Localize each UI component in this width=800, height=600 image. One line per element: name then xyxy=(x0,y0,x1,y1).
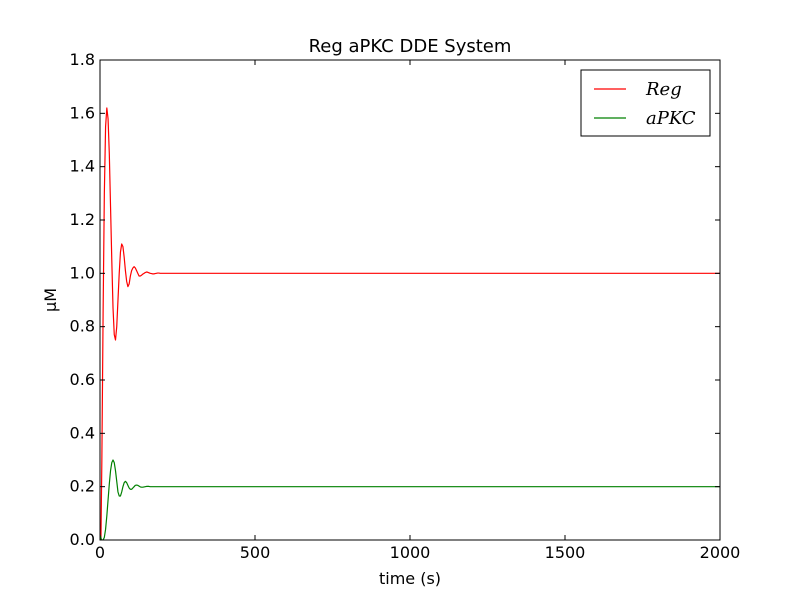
y-tick-label: 1.8 xyxy=(70,50,95,69)
y-tick-label: 1.2 xyxy=(70,210,95,229)
y-axis: 0.0 0.2 0.4 0.6 0.8 1.0 1.2 1.4 1.6 1.8 xyxy=(70,50,720,549)
x-tick-label: 1500 xyxy=(545,543,586,562)
legend-frame xyxy=(580,69,711,137)
y-tick-label: 0.6 xyxy=(70,370,95,389)
series-layer xyxy=(100,107,720,540)
x-tick-label: 500 xyxy=(240,543,271,562)
y-tick-label: 0.4 xyxy=(70,423,95,442)
legend-label-reg: Reg xyxy=(645,79,682,100)
y-tick-label: 0.0 xyxy=(70,530,95,549)
x-axis-label: time (s) xyxy=(379,569,441,588)
x-axis: 0 500 1000 1500 2000 xyxy=(95,60,740,562)
y-axis-label: μM xyxy=(41,288,60,312)
series-line-reg xyxy=(100,107,720,540)
y-tick-label: 0.2 xyxy=(70,477,95,496)
plot-area: 0 500 1000 1500 2000 0.0 0.2 0.4 0.6 0.8 1.0 1.2 1.… xyxy=(70,50,741,562)
x-tick-label: 2000 xyxy=(700,543,741,562)
legend: Reg aPKC xyxy=(580,69,711,137)
x-tick-label: 0 xyxy=(95,543,105,562)
series-line-apkc xyxy=(100,459,720,540)
y-tick-label: 1.6 xyxy=(70,103,95,122)
x-tick-label: 1000 xyxy=(390,543,431,562)
y-tick-label: 1.0 xyxy=(70,263,95,282)
legend-label-apkc: aPKC xyxy=(646,108,696,129)
chart-title: Reg aPKC DDE System xyxy=(309,36,512,57)
y-tick-label: 1.4 xyxy=(70,157,95,176)
y-tick-label: 0.8 xyxy=(70,317,95,336)
